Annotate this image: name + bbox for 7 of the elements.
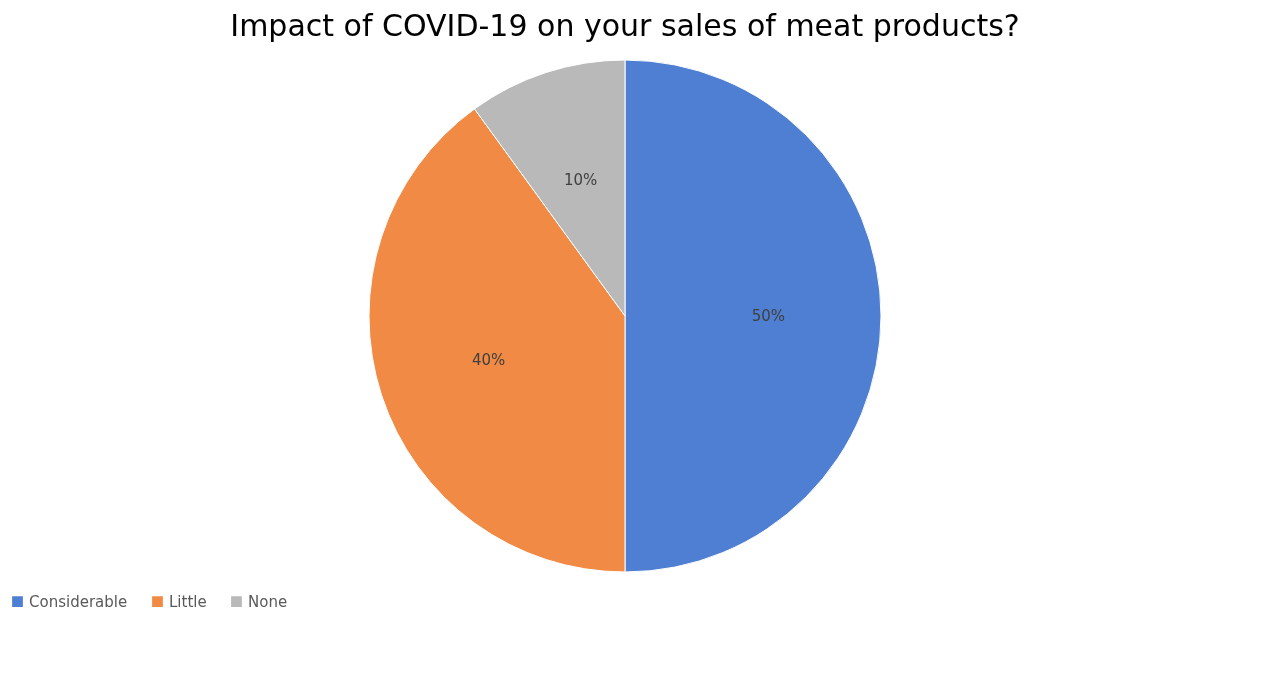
data-label: 40% — [471, 351, 506, 370]
data-label: 50% — [751, 307, 786, 325]
data-label: 10% — [564, 170, 598, 189]
legend-label: None — [248, 592, 288, 611]
chart-title: Impact of COVID-19 on your sales of meat products? — [230, 8, 1020, 43]
legend-label: Little — [169, 592, 207, 611]
legend-label: Considerable — [29, 592, 128, 611]
